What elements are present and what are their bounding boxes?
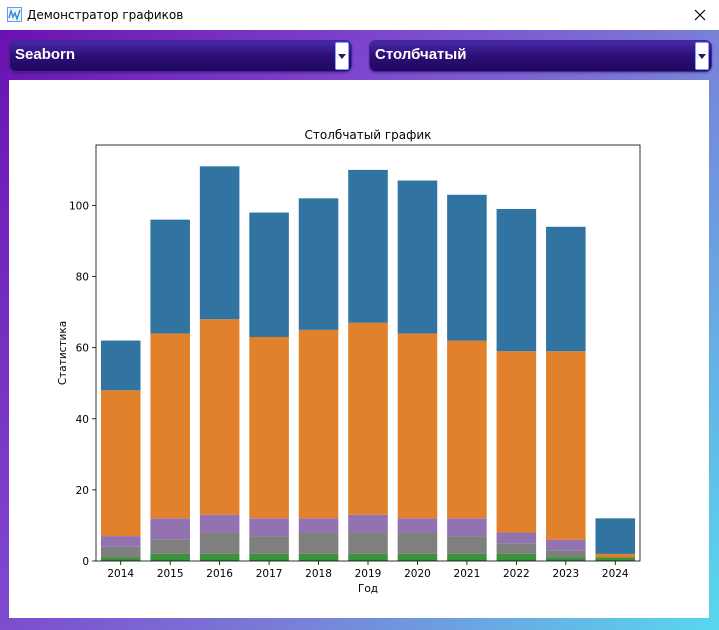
- y-tick-label: 0: [82, 556, 89, 568]
- bar-segment: [150, 518, 190, 540]
- bar-segment: [397, 180, 438, 334]
- bar-segment: [348, 322, 388, 515]
- x-tick-label: 2023: [552, 568, 579, 580]
- bar-segment: [100, 546, 141, 558]
- bar-segment: [100, 340, 141, 391]
- x-tick-label: 2017: [256, 568, 283, 580]
- chart-type-select-value: Столбчатый: [375, 46, 467, 63]
- bar-segment: [348, 532, 388, 554]
- bar-segment: [397, 518, 438, 533]
- bar-segment: [447, 553, 487, 561]
- x-tick-label: 2021: [454, 568, 481, 580]
- bar-segment: [199, 166, 240, 320]
- bar-chart: 0 20 40 60 80 100 2014 2015 2016 2017 2018 2019 2020…: [57, 128, 641, 595]
- x-tick-label: 2016: [206, 568, 233, 580]
- bar-segment: [150, 553, 190, 561]
- x-tick-label: 2024: [602, 568, 629, 580]
- bar-segment: [348, 169, 388, 323]
- bar-segment: [595, 518, 636, 554]
- x-tick-label: 2019: [355, 568, 382, 580]
- bar-segment: [150, 219, 190, 334]
- library-dropdown-button[interactable]: [335, 42, 349, 70]
- bar-segment: [100, 557, 141, 561]
- bar-segment: [397, 333, 438, 519]
- y-axis-label: Статистика: [57, 321, 69, 385]
- bar-segment: [298, 198, 339, 330]
- x-axis-label: Год: [358, 583, 378, 595]
- chart-app-icon: [7, 7, 22, 22]
- bar-segment: [199, 514, 240, 533]
- close-icon: [694, 9, 706, 21]
- bar-segment: [249, 518, 289, 537]
- chart-type-select[interactable]: Столбчатый: [369, 40, 712, 72]
- y-tick-label: 40: [76, 414, 89, 426]
- title-bar: Демонстратор графиков: [0, 0, 719, 30]
- x-tick-label: 2014: [107, 568, 134, 580]
- y-tick-label: 100: [69, 200, 89, 212]
- chevron-down-icon: [698, 53, 706, 59]
- bar-segment: [496, 209, 537, 352]
- chart-canvas: 0 20 40 60 80 100 2014 2015 2016 2017 2018 2019 2020…: [9, 80, 709, 618]
- library-select[interactable]: Seaborn: [9, 40, 352, 72]
- library-select-value: Seaborn: [15, 46, 76, 63]
- bar-segment: [249, 536, 289, 554]
- bar-segment: [496, 543, 537, 554]
- bar-segment: [546, 557, 586, 561]
- y-tick-label: 80: [76, 272, 89, 284]
- bar-segment: [249, 337, 289, 519]
- bar-segment: [397, 532, 438, 554]
- bar-segment: [100, 390, 141, 537]
- x-tick-label: 2022: [503, 568, 530, 580]
- bar-segment: [447, 194, 487, 341]
- bar-segment: [546, 351, 586, 540]
- chart-type-dropdown-button[interactable]: [695, 42, 709, 70]
- bar-segment: [100, 536, 141, 547]
- bar-segment: [595, 553, 636, 558]
- bar-segment: [150, 539, 190, 554]
- bar-segment: [595, 557, 636, 561]
- close-button[interactable]: [689, 4, 711, 26]
- bar-segment: [298, 518, 339, 533]
- bar-segment: [298, 553, 339, 561]
- bar-segment: [348, 553, 388, 561]
- bar-segment: [546, 226, 586, 352]
- x-tick-label: 2015: [157, 568, 184, 580]
- bar-segment: [199, 553, 240, 561]
- bar-segment: [249, 212, 289, 337]
- bar-segment: [199, 319, 240, 515]
- bar-segment: [546, 550, 586, 558]
- bar-segment: [496, 553, 537, 561]
- bar-segment: [447, 536, 487, 554]
- bar-segment: [447, 518, 487, 537]
- chart-title: Столбчатый график: [305, 128, 432, 142]
- bar-segment: [348, 514, 388, 533]
- bar-segment: [546, 539, 586, 551]
- x-tick-label: 2020: [404, 568, 431, 580]
- bar-segment: [397, 553, 438, 561]
- bar-segment: [298, 532, 339, 554]
- bar-segment: [496, 351, 537, 533]
- bar-segment: [447, 340, 487, 519]
- x-tick-label: 2018: [305, 568, 332, 580]
- bar-segment: [249, 553, 289, 561]
- bar-segment: [150, 333, 190, 519]
- bar-segment: [496, 532, 537, 544]
- window-title: Демонстратор графиков: [27, 8, 184, 22]
- chevron-down-icon: [338, 53, 346, 59]
- y-tick-label: 60: [76, 343, 89, 355]
- bar-segment: [199, 532, 240, 554]
- bar-segment: [298, 329, 339, 519]
- y-tick-label: 20: [76, 485, 89, 497]
